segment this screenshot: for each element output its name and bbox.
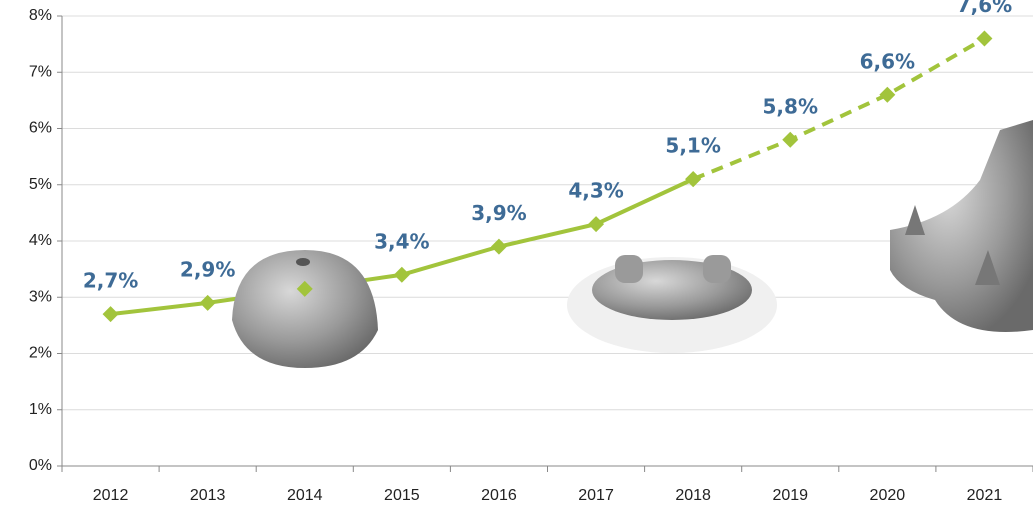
x-tick-label: 2018: [675, 487, 711, 504]
y-tick-label: 5%: [29, 176, 52, 193]
marker: [296, 280, 313, 297]
marker: [393, 266, 410, 283]
marker: [490, 238, 507, 255]
y-tick-label: 6%: [29, 120, 52, 137]
value-label: 3,4%: [374, 229, 429, 253]
marker: [685, 171, 702, 188]
marker: [782, 131, 799, 148]
marker: [102, 306, 119, 323]
value-label: 3,9%: [471, 201, 526, 225]
x-tick-label: 2020: [870, 487, 906, 504]
marker: [588, 216, 605, 233]
x-tick-label: 2021: [967, 487, 1003, 504]
x-tick-label: 2016: [481, 487, 517, 504]
marker: [976, 30, 993, 47]
implant-photo: [232, 250, 378, 368]
x-tick-label: 2014: [287, 487, 323, 504]
x-tick-label: 2015: [384, 487, 420, 504]
value-label: 2,7%: [83, 269, 138, 293]
x-tick-label: 2017: [578, 487, 614, 504]
value-label: 5,8%: [763, 94, 818, 118]
x-tick-label: 2019: [772, 487, 808, 504]
marker: [879, 86, 896, 103]
value-label: 5,1%: [665, 134, 720, 158]
value-label: 4,3%: [568, 179, 623, 203]
value-label: 7,6%: [957, 0, 1012, 17]
y-tick-label: 0%: [29, 457, 52, 474]
x-tick-label: 2012: [93, 487, 129, 504]
y-tick-label: 4%: [29, 232, 52, 249]
x-tick-label: 2013: [190, 487, 226, 504]
y-tick-label: 7%: [29, 63, 52, 80]
implant-photo: [567, 255, 777, 353]
y-tick-label: 1%: [29, 401, 52, 418]
value-label: 2,9%: [180, 257, 235, 281]
marker: [199, 294, 216, 311]
y-tick-label: 2%: [29, 345, 52, 362]
y-tick-label: 3%: [29, 288, 52, 305]
value-label: 6,6%: [860, 49, 915, 73]
line-series: [692, 36, 986, 181]
y-tick-label: 8%: [29, 7, 52, 24]
implant-photo: [890, 120, 1033, 332]
